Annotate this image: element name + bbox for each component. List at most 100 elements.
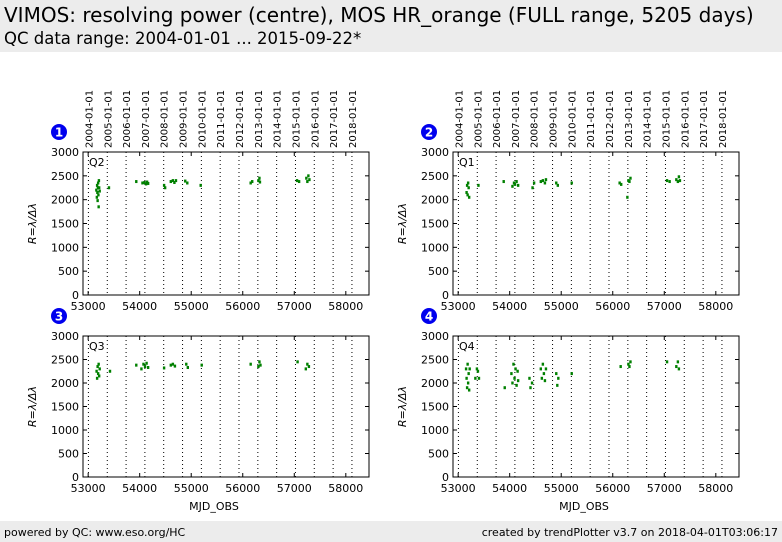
chart2-data-point <box>544 178 548 182</box>
chart4-data-point <box>467 388 471 392</box>
chart1-data-point <box>96 186 100 190</box>
chart2-data-point <box>678 179 682 183</box>
chart3-data-point <box>200 363 203 367</box>
chart1-top-date-label: 2008-01-01 <box>160 90 171 148</box>
chart4-plot-frame <box>452 335 740 478</box>
chart2-quadrant-label: Q1 <box>459 156 475 169</box>
chart3-quadrant-label: Q3 <box>89 340 105 353</box>
chart2-y-tick-label: 1000 <box>421 241 449 254</box>
chart1-data-point <box>258 180 262 184</box>
chart4-x-tick-label: 53000 <box>441 482 476 495</box>
chart4-x-tick-label: 58000 <box>698 482 733 495</box>
chart2-data-point <box>465 183 469 187</box>
chart3-data-point <box>185 362 188 366</box>
chart2-top-date-label: 2005-01-01 <box>473 90 484 148</box>
chart2-data-point <box>515 180 518 184</box>
chart2-data-point <box>676 180 680 184</box>
chart4-data-point <box>516 369 519 373</box>
chart1-data-point <box>97 186 101 190</box>
chart1-x-tick-label: 55000 <box>174 300 209 313</box>
chart4-y-tick-label: 3000 <box>421 330 449 343</box>
chart1-data-point <box>173 181 176 185</box>
footer-credit: powered by QC: www.eso.org/HC <box>4 526 186 539</box>
chart4-data-point <box>555 372 558 376</box>
chart3-badge <box>51 308 67 324</box>
chart1-top-date-label: 2011-01-01 <box>216 90 227 148</box>
chart3-data-point <box>135 363 138 367</box>
chart1-data-point <box>199 183 202 187</box>
chart3-data-point <box>296 360 299 364</box>
chart1-top-date-label: 2018-01-01 <box>348 90 359 148</box>
chart1-data-point <box>95 183 99 187</box>
chart2-x-tick-label: 55000 <box>544 300 579 313</box>
chart2-data-point <box>502 180 505 184</box>
chart2-data-point <box>675 178 678 182</box>
chart1-data-point <box>97 205 100 209</box>
chart3-data-point <box>97 374 101 378</box>
chart2-data-point <box>618 181 621 185</box>
page-title: VIMOS: resolving power (centre), MOS HR_… <box>4 3 754 27</box>
chart4-data-point <box>543 379 547 383</box>
chart3-data-point <box>96 372 100 376</box>
chart1-y-tick-label: 0 <box>72 289 79 302</box>
chart4-data-point <box>540 376 544 380</box>
chart4-quadrant-label: Q4 <box>459 340 475 353</box>
chart1-top-date-label: 2010-01-01 <box>197 90 208 148</box>
chart2-data-point <box>619 182 623 186</box>
chart3-y-tick-label: 1000 <box>51 424 79 437</box>
chart4-data-point <box>675 365 678 369</box>
chart4-data-point <box>512 362 515 366</box>
chart1-quadrant-label: Q2 <box>89 156 105 169</box>
chart1-data-point <box>306 180 309 184</box>
chart1-data-point <box>184 179 187 183</box>
chart1-data-point <box>96 199 99 203</box>
chart1-y-tick-label: 3000 <box>51 146 79 159</box>
chart1-y-tick-label: 1500 <box>51 218 79 231</box>
chart4-y-tick-label: 2000 <box>421 377 449 390</box>
chart2-top-date-label: 2006-01-01 <box>492 90 503 148</box>
chart3-plot-frame <box>82 335 370 478</box>
chart4-data-point <box>529 386 532 390</box>
chart4-y-tick-label: 1000 <box>421 424 449 437</box>
chart2-badge <box>421 124 437 140</box>
chart4-data-point <box>503 386 506 390</box>
chart2-top-date-label: 2018-01-01 <box>718 90 729 148</box>
chart1-y-tick-label: 1000 <box>51 241 79 254</box>
chart1-data-point <box>146 181 150 185</box>
chart2-data-point <box>541 179 545 183</box>
chart3-data-point <box>95 376 99 380</box>
chart4-data-point <box>514 367 517 371</box>
chart4-data-point <box>466 381 470 385</box>
chart1-top-date-label: 2005-01-01 <box>103 90 114 148</box>
chart3-x-tick-label: 55000 <box>174 482 209 495</box>
chart4-data-point <box>515 383 518 387</box>
chart4-data-point <box>557 376 560 380</box>
chart4-data-point <box>510 372 513 376</box>
chart1-top-date-label: 2016-01-01 <box>310 90 321 148</box>
chart2-x-tick-label: 54000 <box>492 300 527 313</box>
chart1-badge-number: 1 <box>55 126 63 140</box>
chart3-data-point <box>307 365 311 369</box>
chart3-x-tick-label: 56000 <box>225 482 260 495</box>
chart4-data-point <box>539 367 543 371</box>
chart1-data-point <box>251 180 254 184</box>
chart4-data-point <box>465 386 469 390</box>
chart2-data-point <box>466 193 469 197</box>
chart2-top-date-label: 2011-01-01 <box>586 90 597 148</box>
chart3-data-point <box>258 360 261 364</box>
chart2-data-point <box>466 181 470 185</box>
chart2-data-point <box>665 179 669 183</box>
chart3-data-point <box>98 367 101 371</box>
chart1-data-point <box>98 189 101 193</box>
chart2-data-point <box>555 181 558 185</box>
chart3-data-point <box>142 362 145 366</box>
chart3-x-tick-label: 58000 <box>328 482 363 495</box>
chart4-data-point <box>477 376 481 380</box>
chart1-data-point <box>297 180 301 184</box>
chart2-data-point <box>511 184 514 188</box>
chart4-x-tick-label: 55000 <box>544 482 579 495</box>
chart1-badge <box>51 124 67 140</box>
chart3-y-tick-label: 2500 <box>51 354 79 367</box>
chart4-x-tick-label: 54000 <box>492 482 527 495</box>
chart3-y-tick-label: 1500 <box>51 401 79 414</box>
